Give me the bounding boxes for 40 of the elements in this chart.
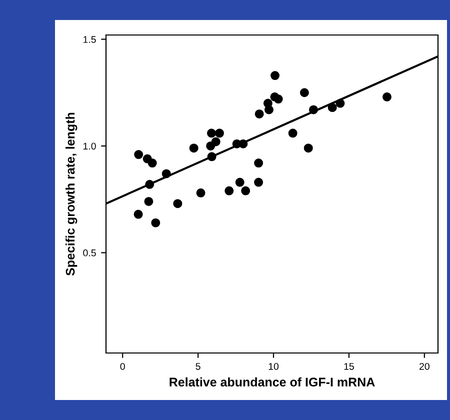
point <box>145 180 154 189</box>
point <box>288 128 298 138</box>
point <box>144 196 154 206</box>
point <box>189 144 198 153</box>
point <box>304 144 313 153</box>
point <box>206 128 216 138</box>
x-tick-label: 20 <box>420 362 430 370</box>
point <box>254 109 264 118</box>
point <box>264 105 274 114</box>
x-tick-label: 15 <box>344 363 354 370</box>
point <box>134 210 143 219</box>
point <box>214 128 224 138</box>
point <box>300 88 309 98</box>
point <box>211 137 220 146</box>
point <box>224 186 234 196</box>
point <box>134 150 144 160</box>
x-tick-label: 0 <box>120 362 125 370</box>
point <box>254 158 264 168</box>
point <box>173 199 182 208</box>
point <box>151 218 160 228</box>
y-axis-title: Specific growth rate, length <box>66 112 78 276</box>
x-axis-title: Relative abundance of IGF-I mRNA <box>170 377 375 387</box>
point <box>235 178 244 187</box>
y-tick-label: 1.5 <box>84 36 96 43</box>
point <box>207 152 216 162</box>
x-tick-label: 5 <box>196 363 200 370</box>
point <box>270 71 280 80</box>
point <box>309 105 318 114</box>
point <box>328 103 337 112</box>
y-tick-label: 1.0 <box>84 142 96 150</box>
point <box>254 178 264 187</box>
point <box>241 186 250 196</box>
x-tick-label: 10 <box>268 362 279 370</box>
point <box>148 158 157 168</box>
point <box>274 94 283 104</box>
point <box>336 98 345 108</box>
point <box>162 169 171 178</box>
point <box>196 188 206 198</box>
point <box>382 92 392 102</box>
y-tick-label: 0.5 <box>83 249 96 256</box>
